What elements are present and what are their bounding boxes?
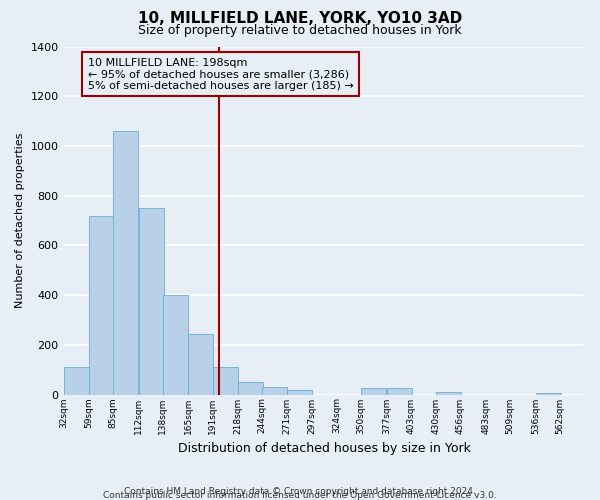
Text: Size of property relative to detached houses in York: Size of property relative to detached ho… <box>138 24 462 37</box>
Text: Contains HM Land Registry data © Crown copyright and database right 2024.: Contains HM Land Registry data © Crown c… <box>124 487 476 496</box>
Bar <box>64 367 89 394</box>
Text: 10 MILLFIELD LANE: 198sqm
← 95% of detached houses are smaller (3,286)
5% of sem: 10 MILLFIELD LANE: 198sqm ← 95% of detac… <box>88 58 353 91</box>
Bar <box>238 382 263 394</box>
Text: 10, MILLFIELD LANE, YORK, YO10 3AD: 10, MILLFIELD LANE, YORK, YO10 3AD <box>138 11 462 26</box>
Bar <box>89 216 114 394</box>
Bar <box>386 388 412 394</box>
X-axis label: Distribution of detached houses by size in York: Distribution of detached houses by size … <box>178 442 471 455</box>
Bar <box>163 295 188 394</box>
Bar <box>436 392 461 394</box>
Bar <box>287 390 313 394</box>
Bar <box>262 387 287 394</box>
Y-axis label: Number of detached properties: Number of detached properties <box>15 133 25 308</box>
Bar <box>188 334 213 394</box>
Text: Contains public sector information licensed under the Open Government Licence v3: Contains public sector information licen… <box>103 491 497 500</box>
Bar <box>212 367 238 394</box>
Bar <box>139 208 164 394</box>
Bar <box>113 131 138 394</box>
Bar <box>361 388 386 394</box>
